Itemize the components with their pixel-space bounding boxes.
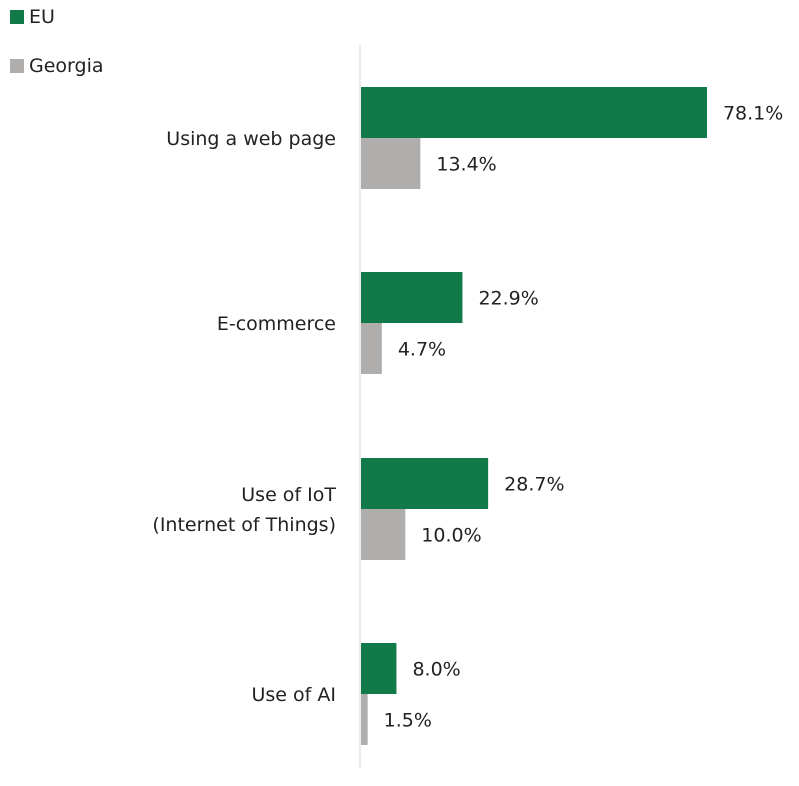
bar-georgia-1 — [361, 323, 382, 374]
category-label-1: E-commerce — [217, 313, 336, 335]
data-label-eu-1: 22.9% — [478, 288, 538, 310]
data-label-georgia-3: 1.5% — [384, 710, 432, 732]
bar-eu-2 — [361, 458, 488, 509]
data-label-georgia-2: 10.0% — [421, 525, 481, 547]
bar-georgia-0 — [361, 138, 420, 189]
bar-eu-0 — [361, 87, 707, 138]
bar-eu-3 — [361, 643, 396, 694]
bar-eu-1 — [361, 272, 462, 323]
data-label-georgia-0: 13.4% — [436, 154, 496, 176]
category-label-2-line-1: (Internet of Things) — [152, 514, 336, 536]
category-label-3: Use of AI — [252, 684, 337, 706]
bar-georgia-2 — [361, 509, 405, 560]
data-label-eu-0: 78.1% — [723, 103, 783, 125]
data-label-georgia-1: 4.7% — [398, 339, 446, 361]
category-label-2-line-0: Use of IoT — [241, 484, 336, 506]
category-label-0: Using a web page — [166, 128, 336, 150]
data-label-eu-3: 8.0% — [412, 659, 460, 681]
data-label-eu-2: 28.7% — [504, 474, 564, 496]
bar-georgia-3 — [361, 694, 368, 745]
